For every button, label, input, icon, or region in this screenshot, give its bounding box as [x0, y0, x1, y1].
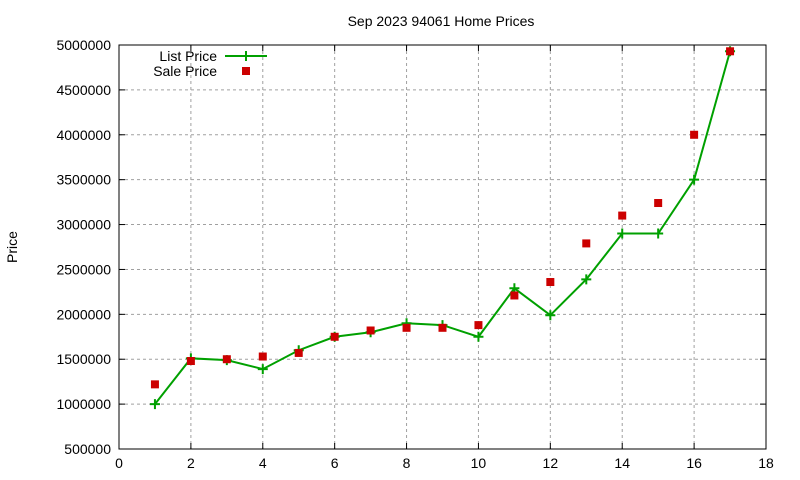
x-tick-label: 8: [403, 455, 411, 471]
x-tick-label: 14: [614, 455, 630, 471]
y-tick-label: 2000000: [56, 306, 111, 322]
y-tick-label: 2500000: [56, 261, 111, 277]
y-axis-ticks: 500000 1000000 1500000 2000000 2500000 300000…: [56, 37, 766, 457]
square-marker-icon: [330, 332, 339, 341]
square-marker-icon: [258, 352, 267, 361]
plus-marker-icon: [689, 174, 700, 185]
plus-marker-icon: [149, 399, 160, 410]
plus-marker-icon: [257, 364, 268, 375]
plus-marker-icon: [473, 331, 484, 342]
square-marker-icon: [510, 291, 519, 300]
legend-label-list-price: List Price: [159, 48, 217, 64]
square-marker-icon: [690, 130, 699, 139]
square-marker-icon: [654, 199, 663, 208]
plus-marker-icon: [581, 274, 592, 285]
legend-plus-marker-icon: [241, 51, 251, 61]
y-tick-label: 3000000: [56, 217, 111, 233]
square-marker-icon: [402, 323, 411, 332]
square-marker-icon: [618, 211, 627, 220]
x-tick-label: 10: [471, 455, 487, 471]
y-tick-label: 500000: [64, 441, 111, 457]
square-marker-icon: [582, 239, 591, 248]
square-marker-icon: [546, 278, 555, 287]
square-marker-icon: [726, 47, 735, 56]
y-axis-label: Price: [4, 231, 20, 263]
x-tick-label: 18: [758, 455, 774, 471]
y-tick-label: 1500000: [56, 351, 111, 367]
plus-marker-icon: [617, 228, 628, 239]
legend-square-marker-icon: [242, 67, 250, 75]
plus-marker-icon: [545, 310, 556, 321]
x-axis-ticks: 0 2 4 6 8 10 12 14 16 18: [115, 45, 774, 471]
square-marker-icon: [150, 380, 159, 389]
square-marker-icon: [474, 321, 483, 330]
list-price-series: [149, 46, 736, 410]
legend: List Price Sale Price: [153, 48, 267, 79]
x-tick-label: 4: [259, 455, 267, 471]
square-marker-icon: [438, 323, 447, 332]
square-marker-icon: [222, 355, 231, 364]
plot-frame: [118, 44, 767, 450]
x-tick-label: 16: [686, 455, 702, 471]
square-marker-icon: [294, 348, 303, 357]
y-tick-label: 4500000: [56, 82, 111, 98]
y-tick-label: 1000000: [56, 396, 111, 412]
square-marker-icon: [186, 357, 195, 366]
x-tick-label: 6: [331, 455, 339, 471]
plus-marker-icon: [653, 228, 664, 239]
y-tick-label: 4000000: [56, 127, 111, 143]
y-tick-label: 3500000: [56, 172, 111, 188]
x-tick-label: 0: [115, 455, 123, 471]
legend-label-sale-price: Sale Price: [153, 63, 217, 79]
sale-price-series: [150, 47, 735, 389]
chart-title: Sep 2023 94061 Home Prices: [348, 13, 535, 29]
x-tick-label: 12: [543, 455, 559, 471]
grid-lines: [119, 45, 766, 449]
square-marker-icon: [366, 326, 375, 335]
y-tick-label: 5000000: [56, 37, 111, 53]
x-tick-label: 2: [187, 455, 195, 471]
